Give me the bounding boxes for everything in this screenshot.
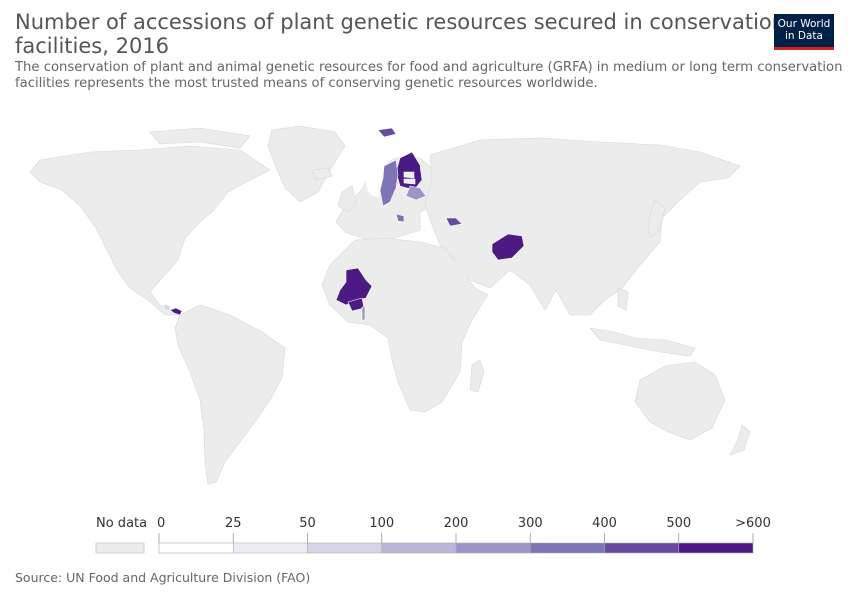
chart-subtitle: The conservation of plant and animal gen… xyxy=(15,60,850,92)
legend-tick-label: 200 xyxy=(444,516,469,531)
country-georgia[interactable] xyxy=(445,217,463,227)
land-uk-ireland xyxy=(337,185,357,213)
land-new-zealand xyxy=(729,424,751,456)
legend-swatch-6 xyxy=(604,542,680,554)
country-svalbard[interactable] xyxy=(377,127,397,138)
legend-swatch-5 xyxy=(529,542,605,554)
legend-tick-label: 400 xyxy=(592,516,617,531)
land-australia xyxy=(634,361,726,441)
country-sweden[interactable] xyxy=(379,159,399,207)
legend-tick-label: 0 xyxy=(157,516,165,531)
land-canadian-islands xyxy=(149,127,251,149)
logo-line-1: Our World xyxy=(777,18,831,30)
country-togo[interactable] xyxy=(361,306,366,321)
highlighted-countries xyxy=(163,127,525,321)
owid-logo[interactable]: Our World in Data xyxy=(774,14,834,50)
country-costa-rica[interactable] xyxy=(163,303,171,312)
legend-no-data-label: No data xyxy=(96,516,147,531)
legend-swatch-3 xyxy=(381,542,457,554)
land-north-america xyxy=(29,145,271,316)
legend-swatch-2 xyxy=(307,542,383,554)
country-norway[interactable] xyxy=(365,153,397,199)
world-map xyxy=(29,125,751,485)
country-panama[interactable] xyxy=(169,307,183,316)
country-afghanistan[interactable] xyxy=(491,233,525,261)
country-latvia[interactable] xyxy=(403,178,416,185)
legend: No data 0 25 50 100 200 300 400 500 >600 xyxy=(95,516,771,554)
country-belarus[interactable] xyxy=(405,185,427,201)
legend-tick-label: 100 xyxy=(369,516,394,531)
legend-tick-label: 500 xyxy=(666,516,691,531)
legend-swatch-0 xyxy=(158,542,234,554)
legend-tick-label: 300 xyxy=(518,516,543,531)
land-layer xyxy=(29,125,751,485)
logo-line-2: in Data xyxy=(785,30,823,42)
legend-tick-label: 25 xyxy=(225,516,242,531)
legend-swatch-1 xyxy=(232,542,308,554)
legend-no-data-swatch xyxy=(95,542,145,554)
land-south-america xyxy=(174,304,286,485)
legend-swatch-7 xyxy=(678,542,754,554)
chart-subtitle-line-1: The conservation of plant and animal gen… xyxy=(15,60,843,75)
source-note: Source: UN Food and Agriculture Division… xyxy=(15,570,311,585)
land-philippines xyxy=(617,287,629,311)
chart-title-line-2: facilities, 2016 xyxy=(15,34,170,58)
legend-swatch-4 xyxy=(455,542,531,554)
country-finland[interactable] xyxy=(395,151,423,191)
land-japan xyxy=(647,199,666,239)
chart-title-line-1: Number of accessions of plant genetic re… xyxy=(15,10,786,34)
legend-tick-label: >600 xyxy=(735,516,771,531)
chart-title: Number of accessions of plant genetic re… xyxy=(15,10,850,58)
land-iceland xyxy=(311,167,333,181)
land-greenland xyxy=(267,125,346,203)
legend-tick-label: 50 xyxy=(299,516,316,531)
land-madagascar xyxy=(469,359,485,393)
legend-bins: 0 25 50 100 200 300 400 500 >600 xyxy=(157,516,771,554)
country-estonia[interactable] xyxy=(403,171,415,179)
country-bosnia-and-herzegovina[interactable] xyxy=(395,213,405,223)
land-indonesia xyxy=(589,327,696,357)
chart-subtitle-line-2: facilities represents the most trusted m… xyxy=(15,76,598,91)
